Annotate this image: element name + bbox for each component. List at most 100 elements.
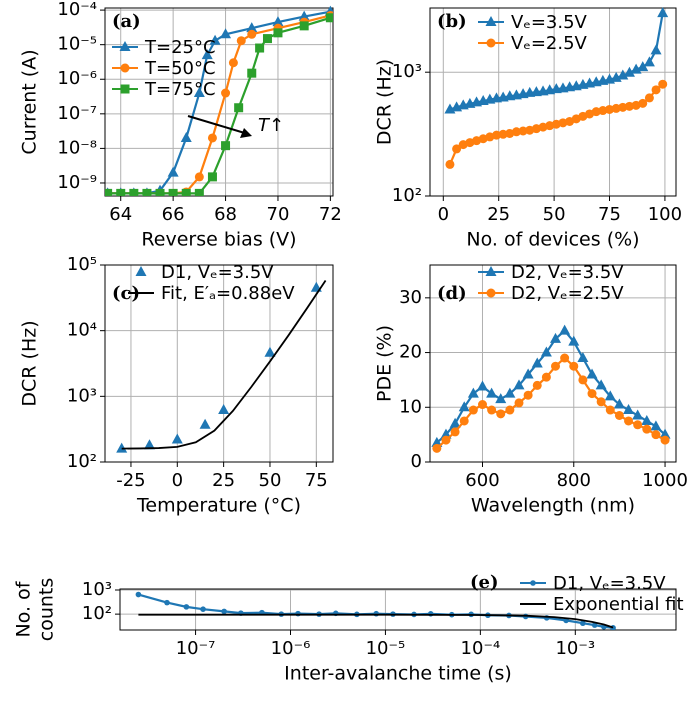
panel-label: (e) — [470, 572, 499, 593]
y-tick-label: 10⁻⁸ — [57, 137, 97, 158]
marker — [650, 420, 662, 431]
y-tick-label: 10² — [67, 451, 97, 472]
x-tick-label: 1000 — [642, 470, 688, 491]
marker — [221, 88, 231, 98]
x-tick-label: 50 — [259, 470, 282, 491]
panel-label: (d) — [437, 283, 467, 304]
x-axis-label: Temperature (°C) — [136, 495, 301, 517]
x-tick-label: 25 — [212, 470, 235, 491]
x-tick-label: 0 — [172, 470, 183, 491]
marker — [614, 410, 624, 420]
panel-label: (a) — [112, 11, 141, 32]
marker — [246, 22, 258, 33]
marker — [491, 130, 501, 140]
marker — [273, 28, 283, 38]
marker — [651, 430, 661, 440]
marker — [487, 405, 497, 415]
marker — [610, 625, 616, 630]
y-tick-label: 10⁻⁶ — [57, 68, 97, 89]
y-axis-label: DCR (Hz) — [19, 320, 41, 406]
marker — [658, 79, 668, 89]
x-tick-label: 10⁻⁴ — [461, 638, 501, 659]
marker — [209, 34, 221, 45]
marker — [591, 107, 601, 117]
marker — [505, 405, 515, 415]
frame — [119, 588, 677, 631]
marker — [120, 63, 130, 73]
y-tick-label: 10⁵ — [67, 254, 97, 275]
marker — [440, 428, 452, 439]
y-tick-label: 10⁴ — [67, 320, 97, 341]
marker — [264, 346, 276, 357]
marker — [201, 49, 213, 60]
y-tick-label: 0 — [411, 451, 422, 472]
marker — [513, 379, 525, 390]
marker — [105, 188, 113, 196]
marker — [595, 379, 607, 390]
marker — [221, 141, 231, 151]
marker — [511, 127, 521, 137]
marker — [613, 398, 625, 409]
x-tick-label: 64 — [109, 204, 132, 225]
marker — [450, 427, 460, 437]
marker — [632, 409, 644, 420]
marker — [207, 133, 217, 143]
marker — [452, 144, 462, 154]
marker — [194, 188, 204, 196]
marker — [498, 129, 508, 139]
marker — [514, 398, 524, 408]
marker — [496, 409, 506, 419]
y-tick-label: 30 — [399, 287, 422, 308]
marker — [272, 16, 284, 27]
marker — [135, 266, 147, 276]
x-tick-label: 800 — [557, 470, 591, 491]
arrow — [187, 115, 249, 135]
legend-label: T=25°C — [144, 37, 216, 58]
x-tick-label: 0 — [438, 204, 449, 225]
y-axis-label: No. of — [13, 580, 35, 637]
marker — [623, 66, 635, 77]
marker — [644, 93, 654, 103]
marker — [221, 608, 227, 615]
marker — [171, 433, 183, 444]
plot-area — [135, 591, 616, 630]
marker — [550, 332, 562, 343]
y-tick-label: 20 — [399, 342, 422, 363]
marker — [638, 98, 648, 108]
marker — [427, 611, 434, 617]
marker — [155, 188, 165, 196]
marker — [310, 281, 322, 292]
x-tick-label: 10⁻⁵ — [366, 638, 406, 659]
marker — [431, 436, 443, 447]
legend-label: Vₑ=3.5V — [511, 12, 588, 33]
x-tick-label: 10⁻³ — [555, 638, 595, 659]
legend-box — [514, 572, 522, 616]
marker — [504, 387, 516, 398]
marker — [168, 188, 178, 196]
y-tick-label: 10² — [392, 185, 422, 206]
marker — [559, 324, 571, 335]
marker — [618, 102, 628, 112]
marker — [373, 610, 380, 617]
x-tick-label: 10⁻⁷ — [176, 638, 216, 659]
plot-area — [116, 280, 327, 453]
y-tick-label: 10⁻⁷ — [57, 103, 97, 124]
marker — [193, 87, 205, 98]
marker — [200, 606, 206, 613]
legend-box — [472, 261, 480, 305]
marker — [605, 104, 615, 114]
x-tick-label: 75 — [305, 470, 328, 491]
marker — [247, 29, 257, 39]
y-axis-label: PDE (%) — [374, 325, 396, 402]
y-tick-label: 10⁻⁴ — [57, 0, 97, 20]
marker — [220, 28, 232, 39]
y-tick-label: 10³ — [67, 385, 97, 406]
frame — [104, 7, 334, 197]
marker — [531, 357, 543, 368]
marker — [207, 172, 217, 182]
legend-label: Exponential fit — [553, 594, 684, 615]
marker — [129, 188, 139, 196]
marker — [660, 435, 670, 445]
x-tick-label: 68 — [214, 204, 237, 225]
marker — [458, 401, 470, 412]
